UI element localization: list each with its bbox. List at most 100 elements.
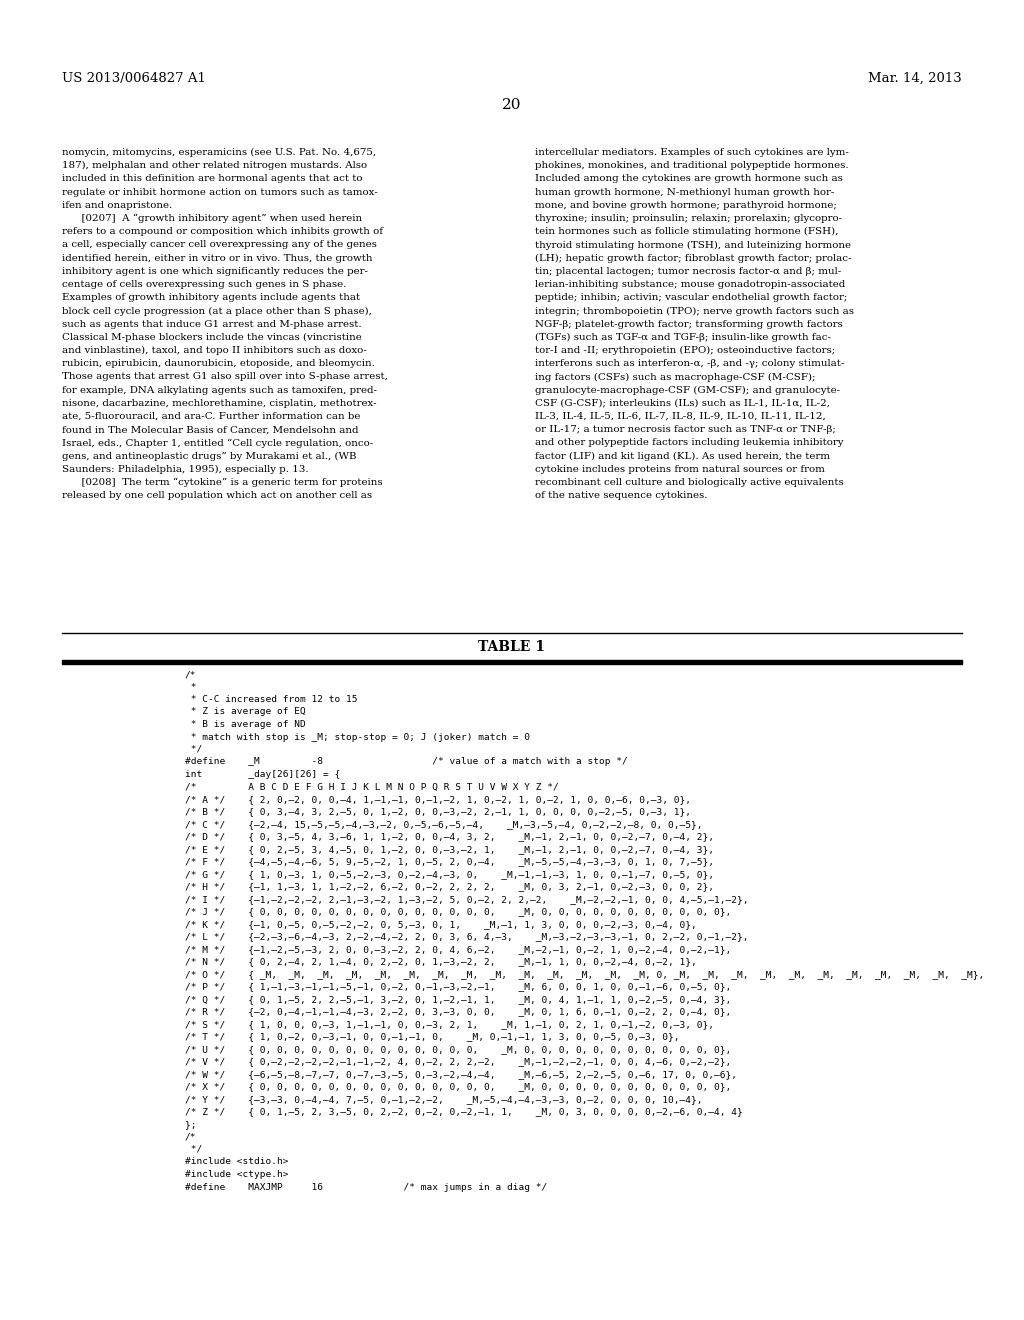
- Text: regulate or inhibit hormone action on tumors such as tamox-: regulate or inhibit hormone action on tu…: [62, 187, 378, 197]
- Text: cytokine includes proteins from natural sources or from: cytokine includes proteins from natural …: [535, 465, 825, 474]
- Text: interferons such as interferon-α, -β, and -γ; colony stimulat-: interferons such as interferon-α, -β, an…: [535, 359, 845, 368]
- Text: integrin; thrombopoietin (TPO); nerve growth factors such as: integrin; thrombopoietin (TPO); nerve gr…: [535, 306, 854, 315]
- Text: or IL-17; a tumor necrosis factor such as TNF-α or TNF-β;: or IL-17; a tumor necrosis factor such a…: [535, 425, 836, 434]
- Text: tein hormones such as follicle stimulating hormone (FSH),: tein hormones such as follicle stimulati…: [535, 227, 839, 236]
- Text: #define    _M         -8                   /* value of a match with a stop */: #define _M -8 /* value of a match with a…: [185, 758, 628, 767]
- Text: NGF-β; platelet-growth factor; transforming growth factors: NGF-β; platelet-growth factor; transform…: [535, 319, 843, 329]
- Text: factor (LIF) and kit ligand (KL). As used herein, the term: factor (LIF) and kit ligand (KL). As use…: [535, 451, 830, 461]
- Text: /* D */    { 0, 3,–5, 4, 3,–6, 1, 1,–2, 0, 0,–4, 3, 2,    _M,–1, 2,–1, 0, 0,–2,–: /* D */ { 0, 3,–5, 4, 3,–6, 1, 1,–2, 0, …: [185, 833, 714, 842]
- Text: US 2013/0064827 A1: US 2013/0064827 A1: [62, 73, 206, 84]
- Text: (LH); hepatic growth factor; fibroblast growth factor; prolac-: (LH); hepatic growth factor; fibroblast …: [535, 253, 852, 263]
- Text: /* K */    {–1, 0,–5, 0,–5,–2,–2, 0, 5,–3, 0, 1,    _M,–1, 1, 3, 0, 0, 0,–2,–3, : /* K */ {–1, 0,–5, 0,–5,–2,–2, 0, 5,–3, …: [185, 920, 696, 929]
- Text: ifen and onapristone.: ifen and onapristone.: [62, 201, 172, 210]
- Text: IL-3, IL-4, IL-5, IL-6, IL-7, IL-8, IL-9, IL-10, IL-11, IL-12,: IL-3, IL-4, IL-5, IL-6, IL-7, IL-8, IL-9…: [535, 412, 825, 421]
- Text: such as agents that induce G1 arrest and M-phase arrest.: such as agents that induce G1 arrest and…: [62, 319, 361, 329]
- Text: granulocyte-macrophage-CSF (GM-CSF); and granulocyte-: granulocyte-macrophage-CSF (GM-CSF); and…: [535, 385, 840, 395]
- Text: and other polypeptide factors including leukemia inhibitory: and other polypeptide factors including …: [535, 438, 844, 447]
- Text: /* Q */    { 0, 1,–5, 2, 2,–5,–1, 3,–2, 0, 1,–2,–1, 1,    _M, 0, 4, 1,–1, 1, 0,–: /* Q */ { 0, 1,–5, 2, 2,–5,–1, 3,–2, 0, …: [185, 995, 731, 1005]
- Text: ate, 5-fluorouracil, and ara-C. Further information can be: ate, 5-fluorouracil, and ara-C. Further …: [62, 412, 360, 421]
- Text: a cell, especially cancer cell overexpressing any of the genes: a cell, especially cancer cell overexpre…: [62, 240, 377, 249]
- Text: };: };: [185, 1119, 197, 1129]
- Text: /* X */    { 0, 0, 0, 0, 0, 0, 0, 0, 0, 0, 0, 0, 0, 0,    _M, 0, 0, 0, 0, 0, 0, : /* X */ { 0, 0, 0, 0, 0, 0, 0, 0, 0, 0, …: [185, 1082, 731, 1092]
- Text: thyroid stimulating hormone (TSH), and luteinizing hormone: thyroid stimulating hormone (TSH), and l…: [535, 240, 851, 249]
- Text: Those agents that arrest G1 also spill over into S-phase arrest,: Those agents that arrest G1 also spill o…: [62, 372, 388, 381]
- Text: thyroxine; insulin; proinsulin; relaxin; prorelaxin; glycopro-: thyroxine; insulin; proinsulin; relaxin;…: [535, 214, 842, 223]
- Text: ing factors (CSFs) such as macrophage-CSF (M-CSF);: ing factors (CSFs) such as macrophage-CS…: [535, 372, 815, 381]
- Text: included in this definition are hormonal agents that act to: included in this definition are hormonal…: [62, 174, 362, 183]
- Text: /* M */    {–1,–2,–5,–3, 2, 0, 0,–3,–2, 2, 0, 4, 6,–2,    _M,–2,–1, 0,–2, 1, 0,–: /* M */ {–1,–2,–5,–3, 2, 0, 0,–3,–2, 2, …: [185, 945, 731, 954]
- Text: #include <ctype.h>: #include <ctype.h>: [185, 1170, 289, 1179]
- Text: /* L */    {–2,–3,–6,–4,–3, 2,–2,–4,–2, 2, 0, 3, 6, 4,–3,    _M,–3,–2,–3,–3,–1, : /* L */ {–2,–3,–6,–4,–3, 2,–2,–4,–2, 2, …: [185, 932, 749, 941]
- Text: /* F */    {–4,–5,–4,–6, 5, 9,–5,–2, 1, 0,–5, 2, 0,–4,    _M,–5,–5,–4,–3,–3, 0, : /* F */ {–4,–5,–4,–6, 5, 9,–5,–2, 1, 0,–…: [185, 858, 714, 866]
- Text: /* C */    {–2,–4, 15,–5,–5,–4,–3,–2, 0,–5,–6,–5,–4,    _M,–3,–5,–4, 0,–2,–2,–8,: /* C */ {–2,–4, 15,–5,–5,–4,–3,–2, 0,–5,…: [185, 820, 702, 829]
- Text: of the native sequence cytokines.: of the native sequence cytokines.: [535, 491, 708, 500]
- Text: /* R */    {–2, 0,–4,–1,–1,–4,–3, 2,–2, 0, 3,–3, 0, 0,    _M, 0, 1, 6, 0,–1, 0,–: /* R */ {–2, 0,–4,–1,–1,–4,–3, 2,–2, 0, …: [185, 1007, 731, 1016]
- Text: Classical M-phase blockers include the vincas (vincristine: Classical M-phase blockers include the v…: [62, 333, 361, 342]
- Text: nomycin, mitomycins, esperamicins (see U.S. Pat. No. 4,675,: nomycin, mitomycins, esperamicins (see U…: [62, 148, 376, 157]
- Text: Examples of growth inhibitory agents include agents that: Examples of growth inhibitory agents inc…: [62, 293, 360, 302]
- Text: /* O */    { _M,  _M,  _M,  _M,  _M,  _M,  _M,  _M,  _M,  _M,  _M,  _M,  _M,  _M: /* O */ { _M, _M, _M, _M, _M, _M, _M, _M…: [185, 970, 984, 979]
- Text: * C-C increased from 12 to 15: * C-C increased from 12 to 15: [185, 696, 357, 704]
- Text: for example, DNA alkylating agents such as tamoxifen, pred-: for example, DNA alkylating agents such …: [62, 385, 377, 395]
- Text: and vinblastine), taxol, and topo II inhibitors such as doxo-: and vinblastine), taxol, and topo II inh…: [62, 346, 367, 355]
- Text: 187), melphalan and other related nitrogen mustards. Also: 187), melphalan and other related nitrog…: [62, 161, 368, 170]
- Text: tin; placental lactogen; tumor necrosis factor-α and β; mul-: tin; placental lactogen; tumor necrosis …: [535, 267, 842, 276]
- Text: refers to a compound or composition which inhibits growth of: refers to a compound or composition whic…: [62, 227, 383, 236]
- Text: /* W */    {–6,–5,–8,–7,–7, 0,–7,–3,–5, 0,–3,–2,–4,–4,    _M,–6,–5, 2,–2,–5, 0,–: /* W */ {–6,–5,–8,–7,–7, 0,–7,–3,–5, 0,–…: [185, 1071, 737, 1078]
- Text: /* T */    { 1, 0,–2, 0,–3,–1, 0, 0,–1,–1, 0,    _M, 0,–1,–1, 1, 3, 0, 0,–5, 0,–: /* T */ { 1, 0,–2, 0,–3,–1, 0, 0,–1,–1, …: [185, 1032, 680, 1041]
- Text: /* V */    { 0,–2,–2,–2,–2,–1,–1,–2, 4, 0,–2, 2, 2,–2,    _M,–1,–2,–2,–1, 0, 0, : /* V */ { 0,–2,–2,–2,–2,–1,–1,–2, 4, 0,–…: [185, 1057, 731, 1067]
- Text: #include <stdio.h>: #include <stdio.h>: [185, 1158, 289, 1167]
- Text: /* H */    {–1, 1,–3, 1, 1,–2,–2, 6,–2, 0,–2, 2, 2, 2,    _M, 0, 3, 2,–1, 0,–2,–: /* H */ {–1, 1,–3, 1, 1,–2,–2, 6,–2, 0,–…: [185, 883, 714, 891]
- Text: /* Z */    { 0, 1,–5, 2, 3,–5, 0, 2,–2, 0,–2, 0,–2,–1, 1,    _M, 0, 3, 0, 0, 0, : /* Z */ { 0, 1,–5, 2, 3,–5, 0, 2,–2, 0,–…: [185, 1107, 742, 1117]
- Text: rubicin, epirubicin, daunorubicin, etoposide, and bleomycin.: rubicin, epirubicin, daunorubicin, etopo…: [62, 359, 375, 368]
- Text: /* G */    { 1, 0,–3, 1, 0,–5,–2,–3, 0,–2,–4,–3, 0,    _M,–1,–1,–3, 1, 0, 0,–1,–: /* G */ { 1, 0,–3, 1, 0,–5,–2,–3, 0,–2,–…: [185, 870, 714, 879]
- Text: /*         A B C D E F G H I J K L M N O P Q R S T U V W X Y Z */: /* A B C D E F G H I J K L M N O P Q R S…: [185, 783, 559, 792]
- Text: mone, and bovine growth hormone; parathyroid hormone;: mone, and bovine growth hormone; parathy…: [535, 201, 837, 210]
- Text: *: *: [185, 682, 197, 692]
- Text: /* Y */    {–3,–3, 0,–4,–4, 7,–5, 0,–1,–2,–2,    _M,–5,–4,–4,–3,–3, 0,–2, 0, 0, : /* Y */ {–3,–3, 0,–4,–4, 7,–5, 0,–1,–2,–…: [185, 1096, 702, 1104]
- Text: identified herein, either in vitro or in vivo. Thus, the growth: identified herein, either in vitro or in…: [62, 253, 373, 263]
- Text: tor-I and -II; erythropoietin (EPO); osteoinductive factors;: tor-I and -II; erythropoietin (EPO); ost…: [535, 346, 836, 355]
- Text: Included among the cytokines are growth hormone such as: Included among the cytokines are growth …: [535, 174, 843, 183]
- Text: Israel, eds., Chapter 1, entitled “Cell cycle regulation, onco-: Israel, eds., Chapter 1, entitled “Cell …: [62, 438, 374, 447]
- Bar: [62, 660, 962, 664]
- Text: #define    MAXJMP     16              /* max jumps in a diag */: #define MAXJMP 16 /* max jumps in a diag…: [185, 1183, 547, 1192]
- Text: /* U */    { 0, 0, 0, 0, 0, 0, 0, 0, 0, 0, 0, 0, 0,    _M, 0, 0, 0, 0, 0, 0, 0, : /* U */ { 0, 0, 0, 0, 0, 0, 0, 0, 0, 0, …: [185, 1045, 731, 1053]
- Text: block cell cycle progression (at a place other than S phase),: block cell cycle progression (at a place…: [62, 306, 372, 315]
- Text: human growth hormone, N-methionyl human growth hor-: human growth hormone, N-methionyl human …: [535, 187, 835, 197]
- Text: peptide; inhibin; activin; vascular endothelial growth factor;: peptide; inhibin; activin; vascular endo…: [535, 293, 848, 302]
- Text: /* A */    { 2, 0,–2, 0, 0,–4, 1,–1,–1, 0,–1,–2, 1, 0,–2, 1, 0,–2, 1, 0, 0,–6, 0: /* A */ { 2, 0,–2, 0, 0,–4, 1,–1,–1, 0,–…: [185, 795, 691, 804]
- Text: TABLE 1: TABLE 1: [478, 640, 546, 653]
- Text: /* P */    { 1,–1,–3,–1,–1,–5,–1, 0,–2, 0,–1,–3,–2,–1,    _M, 6, 0, 0, 1, 0, 0,–: /* P */ { 1,–1,–3,–1,–1,–5,–1, 0,–2, 0,–…: [185, 982, 731, 991]
- Text: /* I */    {–1,–2,–2,–2, 2,–1,–3,–2, 1,–3,–2, 5, 0,–2, 2, 2,–2,    _M,–2,–2,–1, : /* I */ {–1,–2,–2,–2, 2,–1,–3,–2, 1,–3,–…: [185, 895, 749, 904]
- Text: [0208]  The term “cytokine” is a generic term for proteins: [0208] The term “cytokine” is a generic …: [62, 478, 383, 487]
- Text: 20: 20: [502, 98, 522, 112]
- Text: inhibitory agent is one which significantly reduces the per-: inhibitory agent is one which significan…: [62, 267, 368, 276]
- Text: nisone, dacarbazine, mechlorethamine, cisplatin, methotrex-: nisone, dacarbazine, mechlorethamine, ci…: [62, 399, 377, 408]
- Text: CSF (G-CSF); interleukins (ILs) such as IL-1, IL-1α, IL-2,: CSF (G-CSF); interleukins (ILs) such as …: [535, 399, 830, 408]
- Text: [0207]  A “growth inhibitory agent” when used herein: [0207] A “growth inhibitory agent” when …: [62, 214, 362, 223]
- Text: /*: /*: [185, 671, 197, 678]
- Text: * match with stop is _M; stop-stop = 0; J (joker) match = 0: * match with stop is _M; stop-stop = 0; …: [185, 733, 530, 742]
- Text: centage of cells overexpressing such genes in S phase.: centage of cells overexpressing such gen…: [62, 280, 346, 289]
- Text: lerian-inhibiting substance; mouse gonadotropin-associated: lerian-inhibiting substance; mouse gonad…: [535, 280, 845, 289]
- Text: (TGFs) such as TGF-α and TGF-β; insulin-like growth fac-: (TGFs) such as TGF-α and TGF-β; insulin-…: [535, 333, 831, 342]
- Text: * B is average of ND: * B is average of ND: [185, 719, 306, 729]
- Text: intercellular mediators. Examples of such cytokines are lym-: intercellular mediators. Examples of suc…: [535, 148, 849, 157]
- Text: /*: /*: [185, 1133, 197, 1142]
- Text: /* S */    { 1, 0, 0, 0,–3, 1,–1,–1, 0, 0,–3, 2, 1,    _M, 1,–1, 0, 2, 1, 0,–1,–: /* S */ { 1, 0, 0, 0,–3, 1,–1,–1, 0, 0,–…: [185, 1020, 714, 1030]
- Text: /* N */    { 0, 2,–4, 2, 1,–4, 0, 2,–2, 0, 1,–3,–2, 2,    _M,–1, 1, 0, 0,–2,–4, : /* N */ { 0, 2,–4, 2, 1,–4, 0, 2,–2, 0, …: [185, 957, 696, 966]
- Text: */: */: [185, 744, 203, 754]
- Text: * Z is average of EQ: * Z is average of EQ: [185, 708, 306, 717]
- Text: Saunders: Philadelphia, 1995), especially p. 13.: Saunders: Philadelphia, 1995), especiall…: [62, 465, 308, 474]
- Text: /* J */    { 0, 0, 0, 0, 0, 0, 0, 0, 0, 0, 0, 0, 0, 0,    _M, 0, 0, 0, 0, 0, 0, : /* J */ { 0, 0, 0, 0, 0, 0, 0, 0, 0, 0, …: [185, 908, 731, 916]
- Text: /* E */    { 0, 2,–5, 3, 4,–5, 0, 1,–2, 0, 0,–3,–2, 1,    _M,–1, 2,–1, 0, 0,–2,–: /* E */ { 0, 2,–5, 3, 4,–5, 0, 1,–2, 0, …: [185, 845, 714, 854]
- Text: int        _day[26][26] = {: int _day[26][26] = {: [185, 770, 340, 779]
- Text: phokines, monokines, and traditional polypeptide hormones.: phokines, monokines, and traditional pol…: [535, 161, 849, 170]
- Text: /* B */    { 0, 3,–4, 3, 2,–5, 0, 1,–2, 0, 0,–3,–2, 2,–1, 1, 0, 0, 0, 0,–2,–5, 0: /* B */ { 0, 3,–4, 3, 2,–5, 0, 1,–2, 0, …: [185, 808, 691, 817]
- Text: found in The Molecular Basis of Cancer, Mendelsohn and: found in The Molecular Basis of Cancer, …: [62, 425, 358, 434]
- Text: released by one cell population which act on another cell as: released by one cell population which ac…: [62, 491, 372, 500]
- Text: recombinant cell culture and biologically active equivalents: recombinant cell culture and biologicall…: [535, 478, 844, 487]
- Text: */: */: [185, 1144, 203, 1154]
- Text: gens, and antineoplastic drugs” by Murakami et al., (WB: gens, and antineoplastic drugs” by Murak…: [62, 451, 356, 461]
